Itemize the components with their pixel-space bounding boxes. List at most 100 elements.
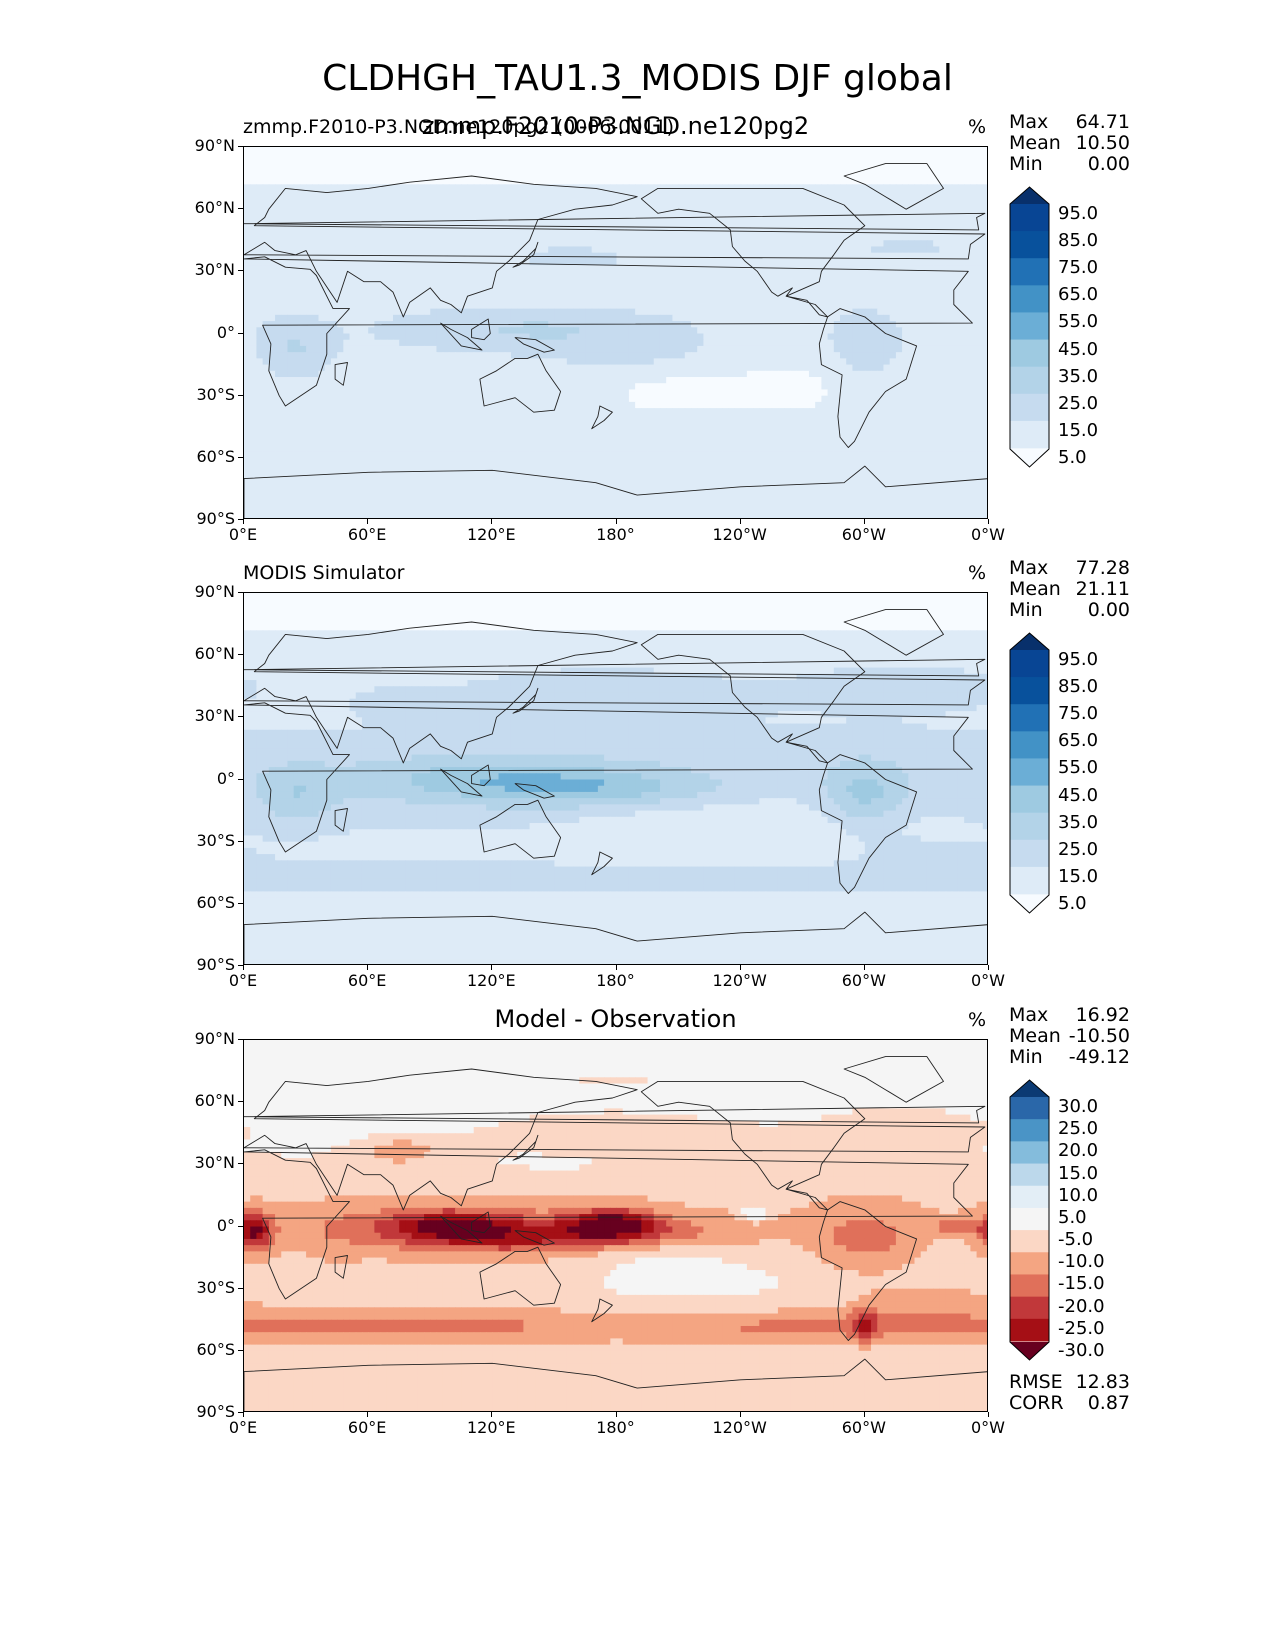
field-cell bbox=[610, 159, 618, 167]
field-cell bbox=[510, 358, 518, 366]
field-cell bbox=[777, 370, 785, 378]
field-cell bbox=[895, 240, 903, 248]
field-cell bbox=[647, 271, 655, 279]
field-cell bbox=[784, 202, 791, 210]
field-cell bbox=[914, 296, 922, 304]
field-cell bbox=[330, 370, 338, 378]
field-cell bbox=[616, 227, 624, 235]
field-cell bbox=[840, 178, 847, 185]
field-cell bbox=[746, 395, 754, 403]
field-cell bbox=[585, 252, 593, 260]
field-cell bbox=[852, 196, 860, 204]
field-cell bbox=[517, 345, 524, 353]
field-cell bbox=[579, 258, 587, 266]
field-cell bbox=[722, 171, 729, 179]
field-cell bbox=[268, 184, 276, 192]
field-cell bbox=[517, 240, 524, 248]
field-cell bbox=[628, 370, 636, 378]
field-cell bbox=[479, 314, 487, 322]
field-cell bbox=[535, 339, 543, 347]
field-cell bbox=[908, 178, 916, 185]
field-cell bbox=[790, 234, 798, 241]
field-cell bbox=[585, 240, 593, 248]
field-cell bbox=[734, 364, 742, 372]
field-cell bbox=[653, 364, 661, 372]
field-cell bbox=[268, 178, 276, 185]
field-cell bbox=[709, 377, 717, 384]
field-cell bbox=[523, 153, 531, 161]
field-cell bbox=[784, 308, 791, 316]
field-cell bbox=[343, 190, 351, 198]
field-cell bbox=[399, 190, 407, 198]
field-cell bbox=[442, 147, 450, 154]
field-cell bbox=[833, 165, 841, 173]
field-cell bbox=[703, 147, 711, 154]
field-cell bbox=[268, 252, 276, 260]
field-cell bbox=[287, 314, 295, 322]
field-cell bbox=[740, 302, 748, 310]
field-cell bbox=[393, 184, 400, 192]
field-cell bbox=[753, 377, 760, 384]
field-cell bbox=[939, 171, 947, 179]
field-cell bbox=[281, 296, 289, 304]
field-cell bbox=[964, 339, 971, 347]
field-cell bbox=[821, 178, 829, 185]
field-cell bbox=[455, 395, 462, 403]
field-cell bbox=[604, 377, 611, 384]
field-cell bbox=[864, 321, 872, 328]
field-cell bbox=[902, 202, 909, 210]
field-cell bbox=[765, 240, 773, 248]
field-cell bbox=[895, 209, 903, 216]
field-cell bbox=[542, 358, 549, 366]
field-cell bbox=[585, 159, 593, 167]
field-cell bbox=[535, 308, 543, 316]
field-cell bbox=[771, 364, 779, 372]
field-cell bbox=[902, 159, 909, 167]
field-cell bbox=[920, 165, 928, 173]
field-cell bbox=[840, 271, 847, 279]
field-cell bbox=[945, 358, 953, 366]
field-cell bbox=[815, 370, 822, 378]
field-cell bbox=[436, 234, 444, 241]
field-cell bbox=[846, 339, 854, 347]
field-cell bbox=[889, 153, 897, 161]
field-cell bbox=[771, 283, 779, 291]
field-cell bbox=[647, 258, 655, 266]
field-cell bbox=[672, 333, 680, 341]
field-cell bbox=[597, 190, 605, 198]
field-cell bbox=[461, 202, 469, 210]
field-cell bbox=[957, 345, 965, 353]
field-cell bbox=[542, 196, 549, 204]
field-cell bbox=[858, 265, 866, 272]
field-cell bbox=[244, 265, 251, 272]
field-cell bbox=[461, 196, 469, 204]
field-cell bbox=[517, 308, 524, 316]
field-cell bbox=[411, 352, 419, 359]
field-cell bbox=[647, 370, 655, 378]
field-cell bbox=[256, 227, 264, 235]
field-cell bbox=[871, 383, 878, 391]
field-cell bbox=[784, 383, 791, 391]
field-cell bbox=[815, 196, 822, 204]
field-cell bbox=[256, 240, 264, 248]
field-cell bbox=[796, 227, 804, 235]
field-cell bbox=[330, 234, 338, 241]
field-cell bbox=[703, 178, 711, 185]
field-cell bbox=[759, 296, 767, 304]
field-cell bbox=[535, 202, 543, 210]
field-cell bbox=[734, 283, 742, 291]
field-cell bbox=[833, 221, 841, 229]
field-cell bbox=[871, 215, 878, 223]
field-cell bbox=[945, 333, 953, 341]
field-cell bbox=[386, 339, 394, 347]
field-cell bbox=[976, 190, 984, 198]
field-cell bbox=[833, 314, 841, 322]
field-cell bbox=[523, 289, 531, 297]
field-cell bbox=[386, 190, 394, 198]
field-cell bbox=[337, 327, 344, 335]
field-cell bbox=[808, 209, 816, 216]
field-cell bbox=[393, 159, 400, 167]
field-cell bbox=[436, 178, 444, 185]
field-cell bbox=[914, 209, 922, 216]
field-cell bbox=[479, 258, 487, 266]
